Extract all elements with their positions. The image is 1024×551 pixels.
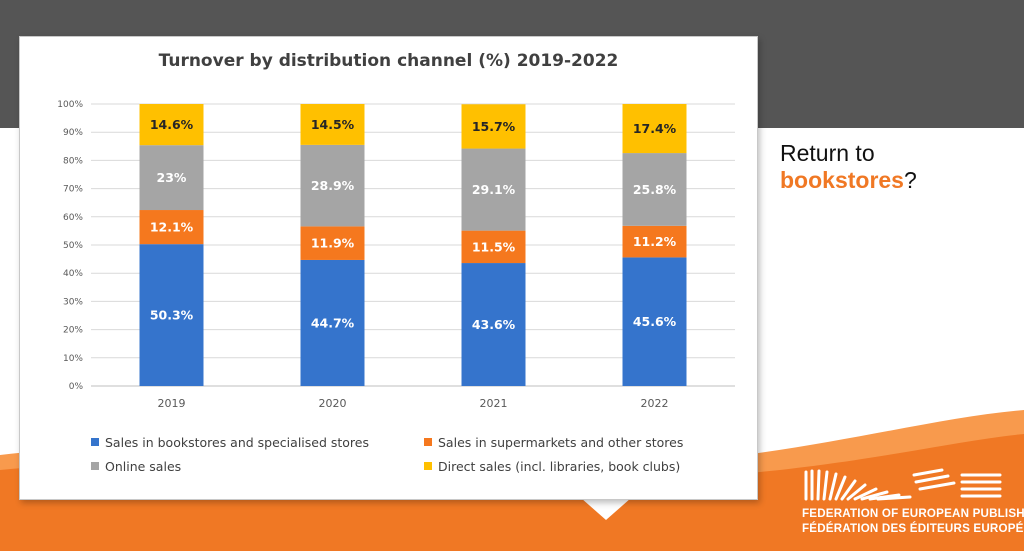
bar-segment: [461, 104, 526, 149]
legend-swatch-online: [91, 462, 99, 470]
legend-label-direct: Direct sales (incl. libraries, book club…: [438, 459, 681, 474]
bar-segment: [461, 230, 526, 264]
bar-segment: [622, 225, 687, 258]
data-label: 50.3%: [150, 308, 194, 323]
chart-title: Turnover by distribution channel (%) 201…: [158, 51, 619, 71]
legend-swatch-bookstores: [91, 438, 99, 446]
fep-logo-line1: FEDERATION OF EUROPEAN PUBLISHERS: [802, 507, 1024, 520]
data-label: 17.4%: [633, 121, 677, 136]
data-label: 45.6%: [633, 314, 677, 329]
data-label: 23%: [157, 170, 187, 185]
bar-segment: [622, 153, 687, 226]
y-tick-label: 30%: [63, 297, 83, 307]
side-heading-line2: bookstores?: [780, 167, 917, 194]
legend-item-online: Online sales: [91, 459, 181, 474]
y-tick-label: 10%: [63, 354, 83, 364]
side-heading-accent: bookstores: [780, 167, 904, 193]
legend-item-bookstores: Sales in bookstores and specialised stor…: [91, 435, 369, 450]
bar-segment: [300, 226, 365, 260]
data-label: 14.5%: [311, 117, 355, 132]
x-tick-label: 2020: [319, 397, 347, 410]
bar-segment: [300, 259, 365, 386]
x-tick-label: 2022: [641, 397, 669, 410]
fep-logo-book-icon: [804, 468, 1002, 501]
data-label: 12.1%: [150, 220, 194, 235]
y-tick-label: 60%: [63, 213, 83, 223]
legend-item-direct: Direct sales (incl. libraries, book club…: [424, 459, 680, 474]
bar-segment: [622, 104, 687, 154]
data-label: 43.6%: [472, 317, 516, 332]
legend-item-supermarkets: Sales in supermarkets and other stores: [424, 435, 683, 450]
y-tick-label: 80%: [63, 156, 83, 166]
y-tick-label: 70%: [63, 185, 83, 195]
legend-label-online: Online sales: [105, 459, 182, 474]
data-label: 14.6%: [150, 117, 194, 132]
data-label: 11.5%: [472, 239, 516, 254]
legend-label-supermarkets: Sales in supermarkets and other stores: [438, 435, 684, 450]
side-heading-suffix: ?: [903, 167, 917, 193]
y-tick-label: 0%: [69, 382, 84, 392]
bar-segment: [622, 257, 687, 386]
bar-segment: [461, 263, 526, 386]
data-label: 29.1%: [472, 182, 516, 197]
bar-segment: [139, 145, 204, 211]
legend-swatch-direct: [424, 462, 432, 470]
data-label: 11.2%: [633, 234, 677, 249]
x-tick-label: 2019: [158, 397, 186, 410]
y-tick-label: 90%: [63, 128, 83, 138]
data-label: 28.9%: [311, 178, 355, 193]
y-tick-label: 50%: [63, 241, 83, 251]
bar-segment: [461, 148, 526, 231]
data-label: 25.8%: [633, 182, 677, 197]
fep-logo: FEDERATION OF EUROPEAN PUBLISHERS FÉDÉRA…: [802, 466, 1024, 536]
bar-segment: [300, 104, 365, 145]
bar-segment: [139, 104, 204, 146]
fep-logo-line2: FÉDÉRATION DES ÉDITEURS EUROPÉENS: [802, 522, 1024, 535]
side-heading-line1: Return to: [780, 140, 875, 166]
bar-segment: [139, 244, 204, 386]
legend-swatch-supermarkets: [424, 438, 432, 446]
side-heading: Return to bookstores?: [780, 140, 917, 194]
x-tick-label: 2021: [480, 397, 508, 410]
down-arrow-icon: [581, 498, 631, 520]
data-label: 44.7%: [311, 315, 355, 330]
y-tick-label: 20%: [63, 326, 83, 336]
bar-segment: [300, 144, 365, 227]
legend-label-bookstores: Sales in bookstores and specialised stor…: [105, 435, 370, 450]
y-tick-label: 40%: [63, 269, 83, 279]
chart-card: 0% 10% 20% 30% 40% 50% 60% 70% 80% 90% 100% 50.3% 12…: [19, 36, 758, 500]
y-tick-label: 100%: [57, 100, 83, 110]
stacked-bar-chart: 0% 10% 20% 30% 40% 50% 60% 70% 80% 90% 100% 50.3% 12…: [57, 100, 735, 410]
bar-segment: [139, 210, 204, 245]
data-label: 15.7%: [472, 119, 516, 134]
data-label: 11.9%: [311, 236, 355, 251]
